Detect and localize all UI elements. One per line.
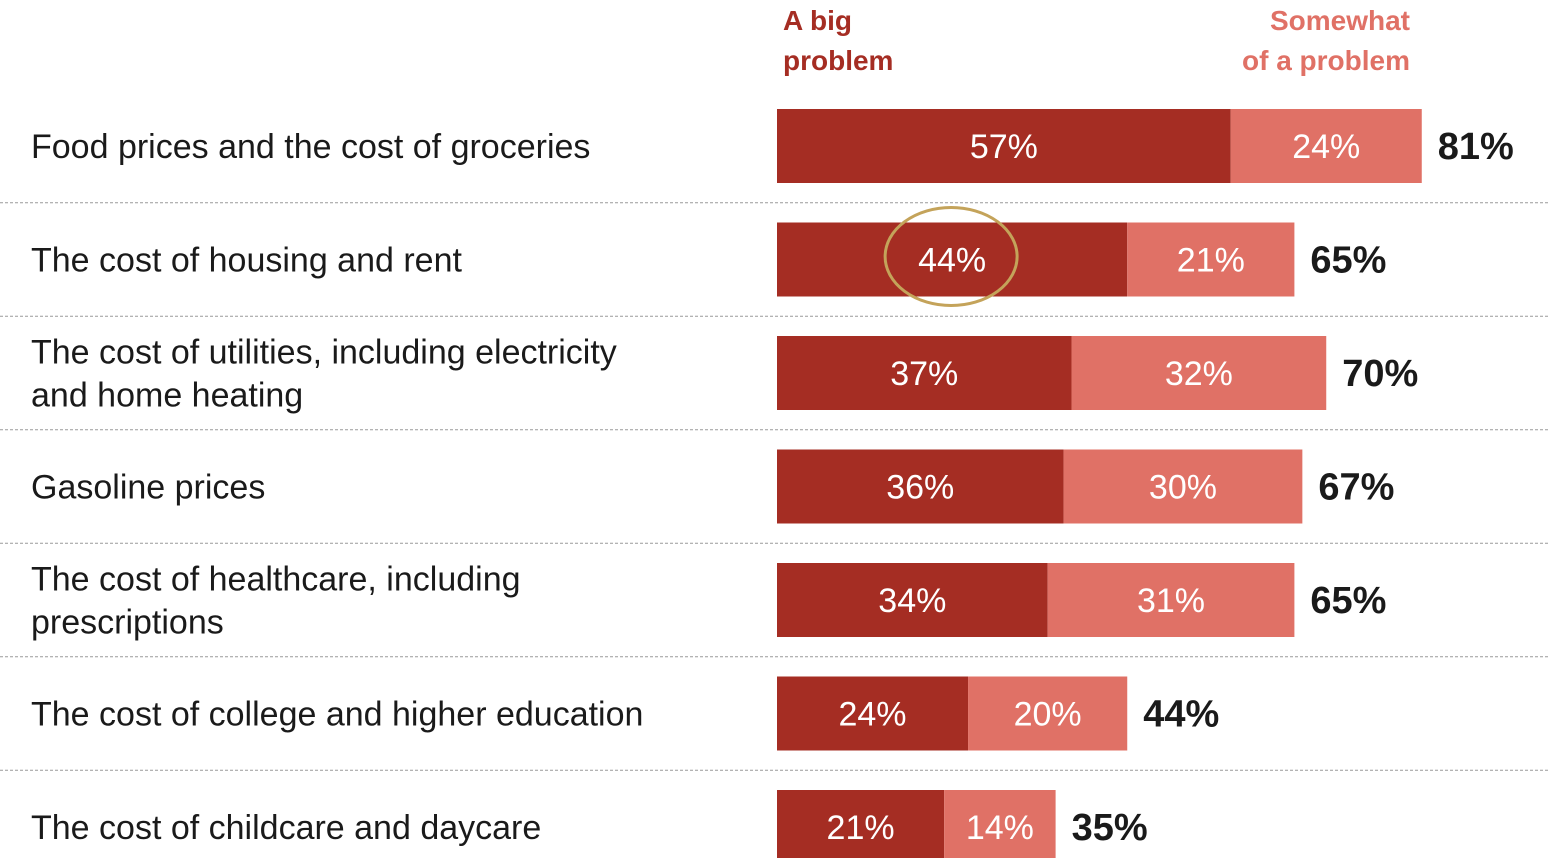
bar-value-label-big-problem: 24%	[838, 696, 906, 734]
category-label: The cost of housing and rent	[31, 242, 462, 280]
bar-value-label-big-problem: 44%	[918, 242, 986, 280]
bar-value-label-big-problem: 57%	[970, 128, 1038, 166]
legend-somewhat-problem-label: of a problem	[1242, 45, 1410, 76]
bar-segment-somewhat-problem	[1127, 222, 1295, 297]
category-label: and home heating	[31, 377, 303, 415]
bar-value-label-somewhat-problem: 30%	[1149, 469, 1217, 507]
bar-segment-somewhat-problem	[1230, 109, 1422, 183]
bar-segment-somewhat-problem	[1063, 449, 1303, 524]
bar-segment-somewhat-problem	[968, 676, 1128, 751]
bar-value-label-somewhat-problem: 32%	[1165, 355, 1233, 393]
category-label: prescriptions	[31, 604, 224, 642]
bar-value-label-big-problem: 36%	[886, 469, 954, 507]
bar-value-label-big-problem: 34%	[878, 582, 946, 620]
bar-segment-big-problem	[777, 676, 969, 751]
bar-segment-big-problem	[777, 449, 1064, 524]
bar-total-label: 67%	[1318, 467, 1394, 509]
bar-value-label-somewhat-problem: 24%	[1292, 128, 1360, 166]
legend-somewhat-problem-label: Somewhat	[1270, 5, 1410, 36]
bar-segment-big-problem	[777, 336, 1072, 410]
bar-segment-somewhat-problem	[1071, 336, 1327, 410]
category-label: The cost of healthcare, including	[31, 561, 521, 599]
legend-big-problem-label: A big	[783, 5, 852, 36]
bar-total-label: 81%	[1438, 126, 1514, 168]
bar-total-label: 65%	[1310, 240, 1386, 282]
bar-total-label: 65%	[1310, 580, 1386, 622]
category-label: Gasoline prices	[31, 469, 265, 507]
bar-segment-big-problem	[777, 790, 945, 858]
bar-total-label: 35%	[1072, 807, 1148, 849]
legend-big-problem-label: problem	[783, 45, 893, 76]
category-label: The cost of college and higher education	[31, 696, 643, 734]
bar-segment-somewhat-problem	[1047, 563, 1295, 637]
bar-value-label-big-problem: 21%	[827, 809, 895, 847]
bar-total-label: 44%	[1143, 694, 1219, 736]
bar-value-label-somewhat-problem: 14%	[966, 809, 1034, 847]
bar-value-label-somewhat-problem: 20%	[1014, 696, 1082, 734]
category-label: The cost of childcare and daycare	[31, 809, 541, 847]
bar-value-label-big-problem: 37%	[890, 355, 958, 393]
bar-segment-big-problem	[777, 109, 1231, 183]
bar-segment-big-problem	[777, 563, 1048, 637]
category-label: Food prices and the cost of groceries	[31, 128, 590, 166]
bar-segment-somewhat-problem	[944, 790, 1056, 858]
bar-segment-big-problem	[777, 222, 1128, 297]
bar-value-label-somewhat-problem: 21%	[1177, 242, 1245, 280]
bar-total-label: 70%	[1342, 353, 1418, 395]
highlight-circle	[883, 206, 1019, 307]
category-label: The cost of utilities, including electri…	[31, 334, 617, 372]
bar-value-label-somewhat-problem: 31%	[1137, 582, 1205, 620]
